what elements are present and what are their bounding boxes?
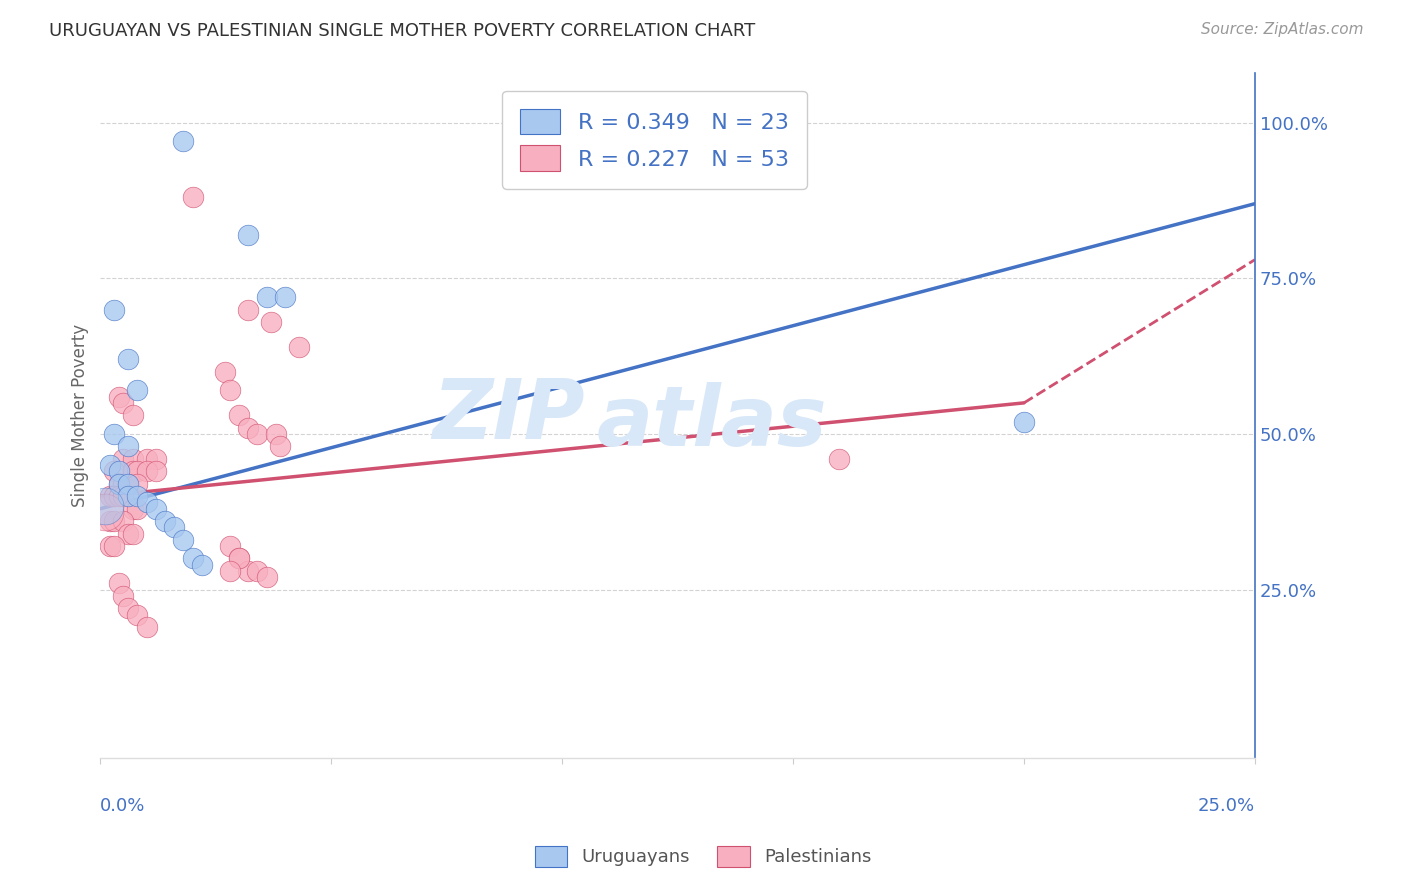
Point (172, 533, 194, 547)
Point (246, 427, 269, 442)
Y-axis label: Single Mother Poverty: Single Mother Poverty (72, 324, 89, 507)
Point (98, 489, 121, 503)
Point (121, 526, 143, 541)
Point (269, 440, 291, 454)
Legend: R = 0.349   N = 23, R = 0.227   N = 53: R = 0.349 N = 23, R = 0.227 N = 53 (502, 91, 807, 189)
Point (98, 458, 121, 472)
Point (828, 451, 851, 466)
Point (228, 551, 250, 566)
Point (135, 451, 157, 466)
Point (112, 396, 135, 410)
Point (117, 526, 139, 541)
Point (274, 290, 297, 304)
Point (98, 514, 121, 528)
Point (112, 514, 135, 528)
Point (218, 539, 240, 553)
Point (108, 476, 131, 491)
Point (135, 464, 157, 478)
Point (127, 489, 149, 503)
Point (214, 365, 236, 379)
Legend: Uruguayans, Palestinians: Uruguayans, Palestinians (527, 838, 879, 874)
Point (103, 302, 125, 317)
Point (94, 499, 117, 513)
Point (94, 505, 117, 519)
Point (127, 384, 149, 398)
Point (103, 489, 125, 503)
Point (112, 476, 135, 491)
Text: atlas: atlas (596, 382, 827, 463)
Point (135, 620, 157, 634)
Point (181, 190, 204, 204)
Point (145, 501, 167, 516)
Point (145, 451, 167, 466)
Point (264, 427, 287, 442)
Point (117, 476, 139, 491)
Point (117, 352, 139, 367)
Point (256, 570, 278, 584)
Point (1012, 415, 1035, 429)
Point (117, 476, 139, 491)
Point (117, 601, 139, 615)
Point (218, 564, 240, 578)
Point (288, 340, 311, 354)
Point (103, 464, 125, 478)
Point (135, 495, 157, 509)
Point (103, 539, 125, 553)
Point (108, 489, 131, 503)
Point (191, 558, 214, 572)
Point (127, 476, 149, 491)
Point (108, 476, 131, 491)
Point (145, 464, 167, 478)
Point (103, 427, 125, 442)
Point (117, 489, 139, 503)
Point (121, 464, 143, 478)
Point (112, 489, 135, 503)
Point (117, 440, 139, 454)
Point (112, 589, 135, 603)
Point (98, 539, 121, 553)
Point (246, 564, 269, 578)
Point (260, 315, 283, 329)
Point (236, 227, 259, 242)
Point (108, 390, 131, 404)
Point (108, 464, 131, 478)
Point (108, 576, 131, 591)
Point (228, 551, 250, 566)
Text: 25.0%: 25.0% (1198, 797, 1256, 814)
Point (112, 451, 135, 466)
Point (181, 551, 204, 566)
Point (172, 135, 194, 149)
Point (127, 501, 149, 516)
Point (103, 514, 125, 528)
Point (236, 564, 259, 578)
Point (121, 409, 143, 423)
Point (236, 421, 259, 435)
Point (127, 607, 149, 622)
Text: Source: ZipAtlas.com: Source: ZipAtlas.com (1201, 22, 1364, 37)
Point (127, 464, 149, 478)
Text: URUGUAYAN VS PALESTINIAN SINGLE MOTHER POVERTY CORRELATION CHART: URUGUAYAN VS PALESTINIAN SINGLE MOTHER P… (49, 22, 755, 40)
Point (121, 501, 143, 516)
Point (218, 384, 240, 398)
Point (256, 290, 278, 304)
Point (236, 302, 259, 317)
Point (121, 451, 143, 466)
Text: 0.0%: 0.0% (100, 797, 146, 814)
Point (228, 409, 250, 423)
Point (163, 520, 186, 534)
Text: ZIP: ZIP (433, 375, 585, 456)
Point (153, 514, 176, 528)
